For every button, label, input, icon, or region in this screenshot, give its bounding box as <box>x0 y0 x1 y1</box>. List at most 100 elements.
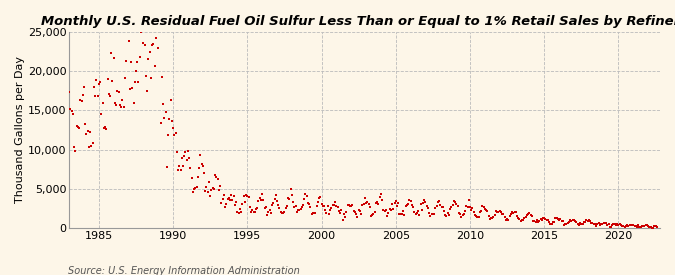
Point <box>421 204 432 208</box>
Point <box>130 80 140 84</box>
Point <box>123 39 134 43</box>
Point <box>543 218 554 222</box>
Point <box>462 205 473 209</box>
Point <box>165 98 176 102</box>
Point <box>466 207 477 212</box>
Point <box>234 207 245 211</box>
Point <box>308 211 319 215</box>
Point <box>226 192 237 197</box>
Title: Monthly U.S. Residual Fuel Oil Sulfur Less Than or Equal to 1% Retail Sales by R: Monthly U.S. Residual Fuel Oil Sulfur Le… <box>41 15 675 28</box>
Point <box>197 164 208 169</box>
Point <box>450 200 460 204</box>
Point <box>574 221 585 226</box>
Point <box>643 224 653 229</box>
Y-axis label: Thousand Gallons per Day: Thousand Gallons per Day <box>15 56 25 204</box>
Point <box>537 218 547 222</box>
Point <box>353 208 364 212</box>
Point <box>644 224 655 229</box>
Point <box>426 211 437 216</box>
Point <box>435 203 446 207</box>
Point <box>161 164 172 169</box>
Point <box>612 222 622 226</box>
Point <box>173 168 184 172</box>
Point <box>107 79 118 83</box>
Point <box>85 130 96 134</box>
Point <box>211 175 222 179</box>
Point <box>381 214 392 218</box>
Point <box>140 74 151 79</box>
Point <box>342 203 353 208</box>
Point <box>244 205 255 209</box>
Point <box>338 218 348 223</box>
Point <box>645 225 656 229</box>
Point <box>182 158 192 163</box>
Point <box>383 210 394 215</box>
Point <box>476 209 487 213</box>
Point <box>236 210 246 214</box>
Point <box>599 221 610 225</box>
Point <box>443 212 454 217</box>
Point <box>194 166 205 170</box>
Point <box>456 215 466 219</box>
Point <box>487 215 497 220</box>
Point <box>238 194 249 199</box>
Point <box>483 214 494 218</box>
Point <box>477 204 488 208</box>
Point <box>142 89 153 94</box>
Point <box>399 213 410 218</box>
Point <box>534 218 545 223</box>
Point <box>491 209 502 214</box>
Point <box>562 221 573 225</box>
Point <box>467 206 478 210</box>
Point <box>402 203 412 207</box>
Point <box>545 221 556 226</box>
Point <box>157 75 167 80</box>
Point <box>234 211 244 215</box>
Point <box>489 213 500 217</box>
Point <box>485 216 495 221</box>
Point <box>268 200 279 205</box>
Point <box>360 196 371 200</box>
Point <box>184 155 194 160</box>
Point <box>554 218 564 222</box>
Point <box>217 197 228 201</box>
Point <box>363 202 374 206</box>
Point <box>206 188 217 192</box>
Point <box>396 212 407 216</box>
Point <box>227 198 238 202</box>
Point <box>632 225 643 229</box>
Point <box>439 208 450 213</box>
Point <box>311 204 322 208</box>
Point <box>436 204 447 209</box>
Point <box>106 51 117 55</box>
Point <box>284 197 295 201</box>
Point <box>576 222 587 226</box>
Point <box>530 220 541 224</box>
Point <box>254 196 265 200</box>
Point <box>347 202 358 207</box>
Point <box>552 217 563 221</box>
Point <box>605 225 616 229</box>
Point <box>241 193 252 197</box>
Point <box>164 117 175 121</box>
Point <box>348 208 359 213</box>
Point <box>294 208 304 213</box>
Point <box>69 144 80 149</box>
Point <box>455 211 466 216</box>
Point <box>396 212 406 217</box>
Point <box>126 59 136 64</box>
Point <box>578 219 589 224</box>
Point <box>560 222 570 226</box>
Point <box>411 211 422 216</box>
Point <box>373 202 384 206</box>
Point <box>243 195 254 199</box>
Point <box>302 201 313 206</box>
Point <box>109 101 120 105</box>
Point <box>132 60 142 64</box>
Point <box>189 187 200 191</box>
Point <box>379 209 390 213</box>
Point <box>366 213 377 218</box>
Point <box>641 223 652 227</box>
Point <box>596 221 607 226</box>
Point <box>470 212 481 217</box>
